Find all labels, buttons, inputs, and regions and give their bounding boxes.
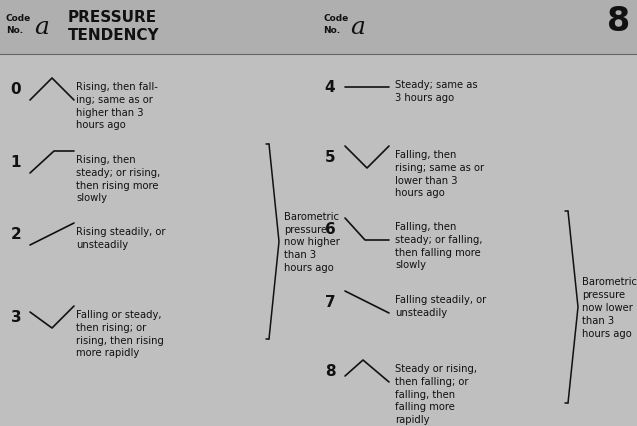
- Text: 4: 4: [325, 81, 335, 95]
- Text: a: a: [350, 17, 366, 40]
- Text: 8: 8: [325, 364, 335, 379]
- Text: TENDENCY: TENDENCY: [68, 28, 160, 43]
- Text: No.: No.: [323, 26, 340, 35]
- Text: Rising, then fall-
ing; same as or
higher than 3
hours ago: Rising, then fall- ing; same as or highe…: [76, 82, 158, 130]
- Text: Falling, then
steady; or falling,
then falling more
slowly: Falling, then steady; or falling, then f…: [395, 222, 482, 270]
- Text: 0: 0: [11, 82, 21, 97]
- Text: 7: 7: [325, 295, 335, 310]
- Text: Code: Code: [323, 14, 348, 23]
- Text: No.: No.: [6, 26, 23, 35]
- Text: Falling, then
rising; same as or
lower than 3
hours ago: Falling, then rising; same as or lower t…: [395, 150, 484, 198]
- Text: 8: 8: [607, 5, 630, 38]
- Text: Code: Code: [6, 14, 31, 23]
- Text: 5: 5: [325, 150, 335, 165]
- Text: Falling steadily, or
unsteadily: Falling steadily, or unsteadily: [395, 294, 486, 317]
- Text: Falling or steady,
then rising; or
rising, then rising
more rapidly: Falling or steady, then rising; or risin…: [76, 309, 164, 357]
- Text: Rising, then
steady; or rising,
then rising more
slowly: Rising, then steady; or rising, then ris…: [76, 155, 161, 203]
- Text: a: a: [34, 17, 50, 40]
- Text: 6: 6: [325, 222, 335, 237]
- Text: Steady or rising,
then falling; or
falling, then
falling more
rapidly: Steady or rising, then falling; or falli…: [395, 363, 477, 424]
- Text: Barometric
pressure
now higher
than 3
hours ago: Barometric pressure now higher than 3 ho…: [284, 211, 340, 273]
- FancyBboxPatch shape: [0, 0, 637, 55]
- Text: Rising steadily, or
unsteadily: Rising steadily, or unsteadily: [76, 227, 166, 249]
- Text: 1: 1: [11, 155, 21, 170]
- Text: Barometric
pressure
now lower
than 3
hours ago: Barometric pressure now lower than 3 hou…: [582, 277, 637, 338]
- Text: 3: 3: [11, 310, 21, 325]
- Text: 2: 2: [11, 227, 22, 242]
- Text: PRESSURE: PRESSURE: [68, 10, 157, 25]
- Text: Steady; same as
3 hours ago: Steady; same as 3 hours ago: [395, 80, 478, 103]
